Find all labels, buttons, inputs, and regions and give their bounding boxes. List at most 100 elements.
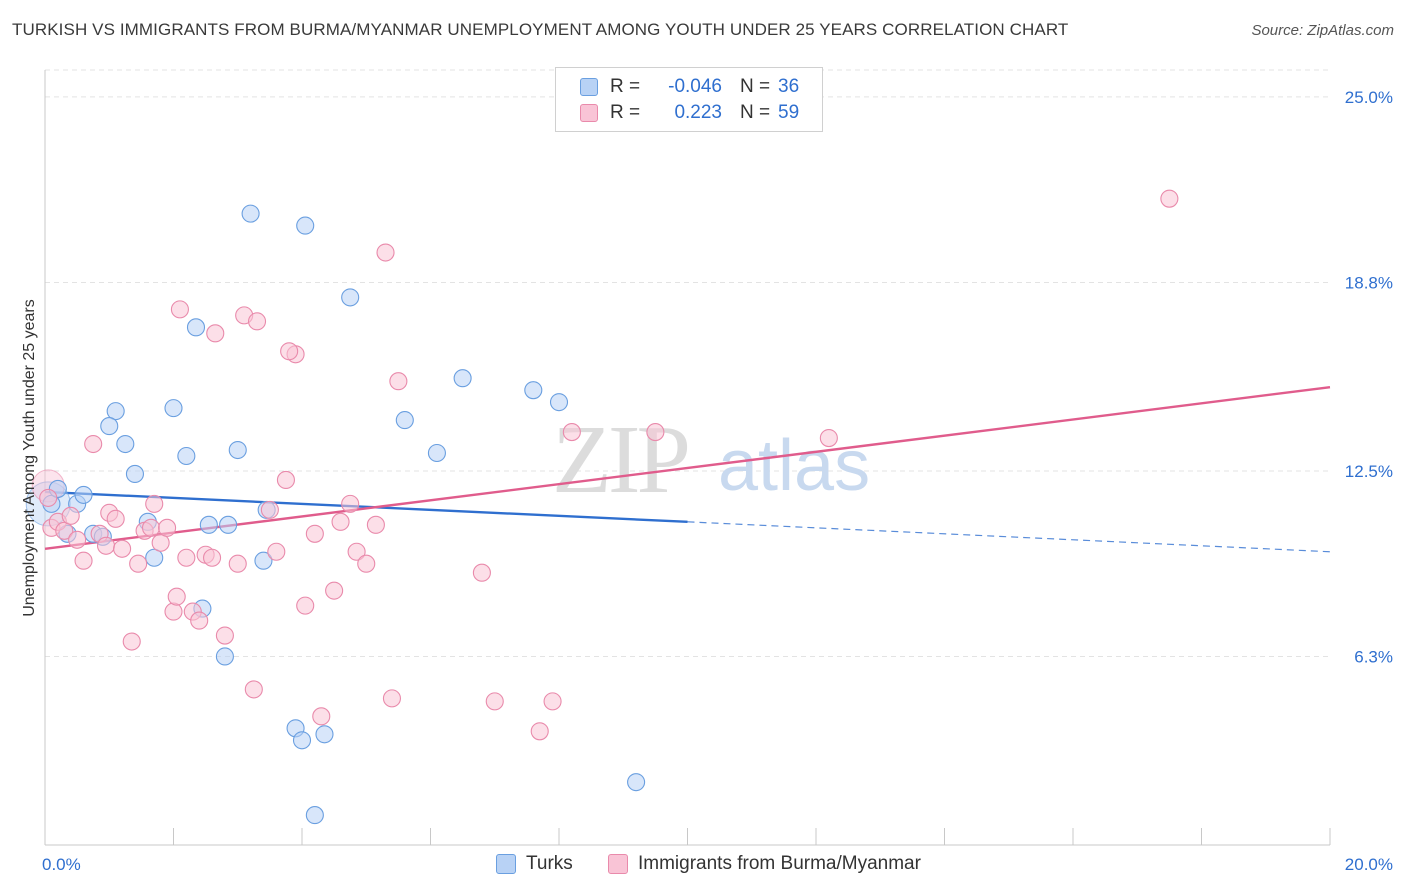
turks-point bbox=[106, 402, 125, 421]
burma-point bbox=[55, 521, 74, 540]
turks-point bbox=[395, 411, 414, 430]
turks-point bbox=[116, 434, 135, 454]
turks-point bbox=[453, 369, 472, 388]
burma-point bbox=[366, 515, 385, 534]
burma-point bbox=[151, 533, 170, 552]
burma-point bbox=[305, 524, 324, 543]
burma-swatch bbox=[580, 104, 598, 122]
burma-point bbox=[113, 539, 132, 558]
burma-point bbox=[177, 548, 196, 567]
x-tick-label: 0.0% bbox=[42, 855, 81, 874]
burma-point bbox=[341, 494, 360, 513]
turks-point bbox=[199, 515, 218, 534]
correlation-legend: R = -0.046 N = 36 R = 0.223 N = 59 bbox=[555, 67, 823, 132]
burma-point bbox=[331, 512, 350, 531]
y-tick-label: 6.3% bbox=[1354, 647, 1393, 666]
burma-point bbox=[228, 554, 247, 573]
turks-point bbox=[549, 393, 569, 412]
turks-point bbox=[215, 647, 234, 666]
legend-n-label: N = bbox=[740, 102, 771, 123]
bottom-legend-burma[interactable]: Immigrants from Burma/Myanmar bbox=[608, 852, 921, 876]
burma-point bbox=[68, 530, 87, 549]
turks-point bbox=[292, 731, 312, 750]
legend-r-value-burma: 0.223 bbox=[674, 102, 722, 123]
burma-point bbox=[276, 470, 295, 489]
burma-point bbox=[206, 324, 225, 343]
burma-point bbox=[819, 429, 838, 448]
turks-legend-label: Turks bbox=[526, 853, 573, 874]
burma-point bbox=[39, 488, 58, 507]
turks-trend-extension bbox=[687, 521, 1331, 553]
burma-point bbox=[167, 587, 186, 606]
burma-point bbox=[1160, 189, 1179, 208]
legend-n-label: N = bbox=[740, 76, 771, 97]
burma-point bbox=[164, 602, 183, 621]
turks-point bbox=[186, 318, 206, 337]
turks-point bbox=[164, 399, 183, 418]
turks-point bbox=[305, 806, 324, 825]
bottom-legend-turks[interactable]: Turks bbox=[496, 852, 573, 876]
x-tick-label: 20.0% bbox=[1345, 855, 1393, 874]
legend-n-value-burma: 59 bbox=[778, 102, 800, 123]
burma-point bbox=[74, 551, 93, 570]
burma-point bbox=[325, 581, 344, 600]
chart-title: TURKISH VS IMMIGRANTS FROM BURMA/MYANMAR… bbox=[12, 20, 1069, 39]
burma-point bbox=[389, 372, 408, 391]
burma-point bbox=[84, 434, 103, 454]
legend-r-label: R = bbox=[610, 76, 641, 97]
legend-r-label: R = bbox=[610, 102, 641, 123]
turks-point bbox=[296, 216, 315, 235]
y-axis-label: Unemployment Among Youth under 25 years bbox=[21, 299, 38, 617]
turks-point bbox=[228, 440, 247, 460]
turks-point bbox=[125, 464, 144, 484]
burma-point bbox=[244, 680, 263, 699]
turks-point bbox=[524, 381, 543, 400]
turks-point bbox=[427, 443, 446, 463]
y-tick-label: 25.0% bbox=[1345, 88, 1393, 107]
turks-point bbox=[145, 548, 164, 567]
burma-point bbox=[61, 506, 80, 525]
burma-point bbox=[170, 300, 189, 319]
burma-point bbox=[96, 536, 116, 555]
turks-point bbox=[241, 204, 260, 223]
watermark: ZIP atlas bbox=[552, 406, 870, 514]
burma-point bbox=[247, 312, 267, 331]
burma-point bbox=[260, 500, 279, 519]
burma-point bbox=[382, 689, 402, 708]
turks-legend-swatch bbox=[496, 854, 516, 874]
burma-legend-swatch bbox=[608, 854, 628, 874]
turks-swatch bbox=[580, 78, 598, 96]
burma-point bbox=[141, 518, 161, 537]
turks-point bbox=[341, 288, 360, 307]
burma-point bbox=[543, 692, 562, 711]
y-tick-label: 12.5% bbox=[1345, 462, 1393, 481]
burma-point bbox=[129, 554, 148, 573]
turks-point bbox=[177, 446, 196, 466]
burma-point bbox=[376, 243, 395, 262]
burma-point bbox=[562, 423, 581, 442]
burma-point bbox=[347, 542, 366, 561]
tick-labels: 6.3% 12.5% 18.8% 25.0% 0.0% 20.0% bbox=[42, 88, 1393, 874]
burma-point bbox=[267, 542, 286, 561]
burma-point bbox=[357, 554, 376, 573]
turks-point bbox=[219, 515, 238, 534]
source-credit: Source: ZipAtlas.com bbox=[1251, 22, 1394, 39]
turks-point bbox=[627, 773, 646, 792]
burma-point bbox=[312, 707, 331, 726]
legend-row-turks: R = -0.046 N = 36 bbox=[580, 75, 799, 99]
burma-point bbox=[472, 563, 491, 582]
burma-trend-line bbox=[44, 385, 1331, 550]
burma-point bbox=[122, 632, 141, 651]
burma-point bbox=[296, 596, 315, 615]
turks-point bbox=[254, 551, 273, 570]
burma-point bbox=[106, 509, 125, 528]
axes bbox=[44, 70, 1331, 846]
legend-r-value-turks: -0.046 bbox=[668, 76, 722, 97]
turks-point bbox=[315, 725, 334, 744]
trend-lines bbox=[44, 385, 1331, 553]
legend-n-value-turks: 36 bbox=[778, 76, 800, 97]
burma-point bbox=[485, 692, 504, 711]
legend-row-burma: R = 0.223 N = 59 bbox=[580, 101, 799, 125]
turks-point bbox=[74, 485, 93, 504]
